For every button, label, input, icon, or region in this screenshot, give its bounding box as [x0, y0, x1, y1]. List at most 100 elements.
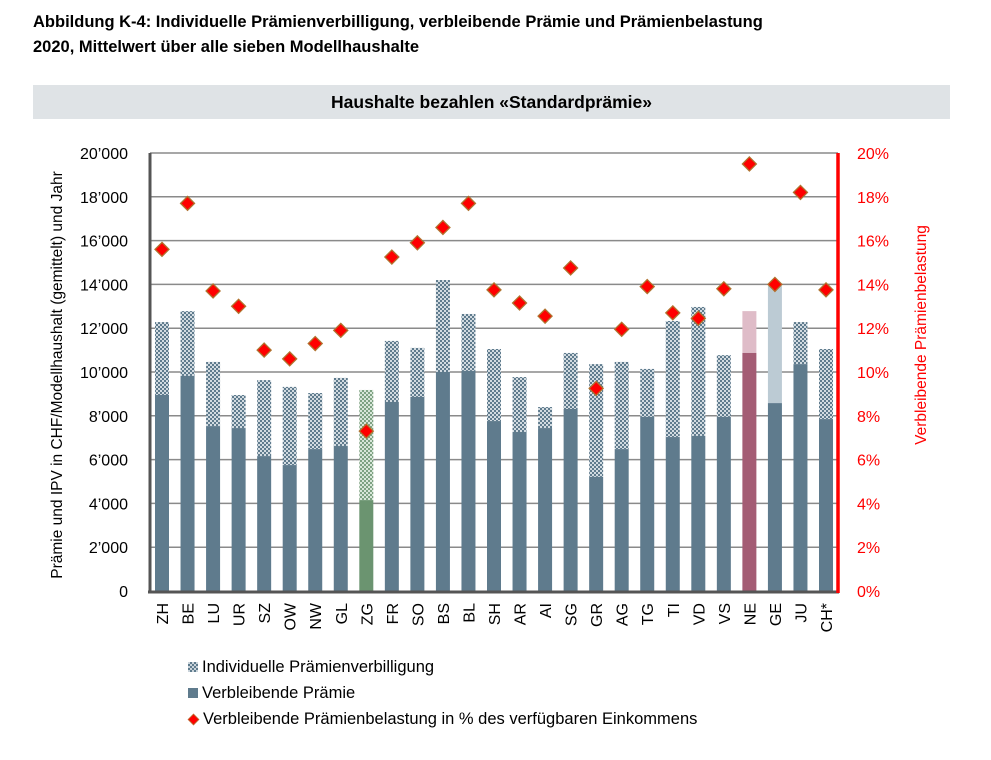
- category-label: NW: [308, 602, 325, 630]
- bars: [155, 280, 833, 591]
- bar-remaining-be: [180, 375, 195, 591]
- diamond-markers: [154, 156, 834, 440]
- bar-remaining-sh: [487, 421, 501, 591]
- diamond-marker-vd: [690, 310, 707, 327]
- left-tick-label: 8’000: [89, 409, 128, 426]
- left-tick-label: 4’000: [89, 496, 128, 513]
- category-label: TG: [640, 603, 657, 625]
- bar-ipv-ju: [793, 322, 808, 365]
- bar-ipv-so: [410, 347, 425, 397]
- category-labels: ZH BE LU UR SZ OW NW GL ZG FR SO BS BL SH AR AI SG GR AG TG…: [155, 602, 836, 632]
- legend: Individuelle Prämienverbilligung Verblei…: [187, 654, 697, 732]
- diamond-marker-zg: [358, 423, 375, 440]
- category-label: NE: [742, 603, 759, 625]
- bar-ipv-zg: [359, 389, 374, 501]
- diamond-marker-sz: [256, 342, 273, 359]
- category-label: CH*: [819, 603, 836, 632]
- left-tick-label: 10’000: [80, 365, 128, 382]
- bar-remaining-ur: [231, 428, 246, 591]
- bar-ipv-bs: [435, 280, 450, 372]
- category-label: VD: [691, 603, 708, 625]
- red-diamond-icon: [187, 713, 200, 725]
- left-tick-labels: 0 2’000 4’000 6’000 8’000 10’000 12’000 14’000 1…: [80, 146, 128, 601]
- figure-title-line-2: 2020, Mittelwert über alle sieben Modell…: [33, 38, 420, 56]
- right-tick-label: 8%: [857, 409, 880, 426]
- bar-ipv-sg: [563, 352, 578, 410]
- bar-remaining-tg: [640, 416, 655, 591]
- bar-remaining-ag: [614, 449, 629, 591]
- bar-remaining-ne: [742, 352, 757, 591]
- hatched-square-icon: [188, 662, 198, 672]
- diamond-marker-tg: [639, 278, 656, 295]
- diamond-marker-ur: [230, 298, 247, 315]
- category-label: UR: [232, 603, 249, 626]
- bar-ipv-tg: [640, 368, 655, 417]
- category-label: GE: [768, 603, 785, 626]
- left-tick-label: 2’000: [89, 540, 128, 557]
- left-tick-label: 14’000: [80, 277, 128, 294]
- bar-ipv-ow: [282, 386, 297, 466]
- bar-ipv-vd: [691, 306, 706, 436]
- legend-label: Verbleibende Prämie: [202, 684, 356, 702]
- diamond-marker-zh: [154, 241, 170, 258]
- bar-ipv-vs: [716, 355, 731, 417]
- category-label: LU: [206, 603, 223, 623]
- axes: [148, 153, 840, 594]
- bar-remaining-bl: [461, 370, 476, 591]
- category-label: GR: [589, 603, 606, 627]
- bar-ipv-sz: [257, 380, 272, 457]
- bar-remaining-nw: [308, 449, 323, 591]
- diamond-marker-ow: [281, 350, 298, 367]
- category-label: SH: [487, 603, 504, 625]
- bar-ipv-ne: [742, 311, 757, 353]
- left-tick-label: 0: [119, 584, 128, 601]
- bar-remaining-ju: [793, 364, 808, 591]
- bar-ipv-ai: [538, 407, 553, 429]
- category-label: GL: [334, 603, 351, 624]
- right-tick-label: 18%: [857, 190, 889, 207]
- category-label: AI: [538, 603, 555, 618]
- bar-ipv-fr: [384, 340, 399, 403]
- bar-ipv-ch-star: [819, 349, 833, 420]
- left-tick-label: 6’000: [89, 453, 128, 470]
- diamond-marker-ge: [767, 276, 783, 293]
- category-label: VS: [717, 603, 734, 624]
- left-tick-label: 18’000: [80, 190, 128, 207]
- diamond-marker-gl: [332, 322, 349, 339]
- diamond-marker-ai: [537, 308, 553, 325]
- diamond-marker-gr: [588, 380, 605, 397]
- right-tick-label: 16%: [857, 234, 889, 251]
- diamond-marker-lu: [205, 283, 221, 299]
- right-tick-label: 6%: [857, 453, 880, 470]
- right-axis-title: Verbleibende Prämienbelastung: [913, 225, 930, 445]
- right-tick-label: 20%: [857, 146, 889, 163]
- left-axis-title: Prämie und IPV in CHF/Modellhaushalt (ge…: [49, 171, 66, 579]
- bar-ipv-gl: [333, 377, 348, 447]
- diamond-marker-vs: [715, 280, 732, 297]
- right-tick-labels: 0% 2% 4% 6% 8% 10% 12% 14% 16% 18% 20%: [857, 146, 889, 601]
- bar-remaining-gl: [333, 446, 348, 591]
- right-tick-label: 14%: [857, 277, 889, 294]
- bar-ipv-ge: [767, 285, 782, 404]
- bar-remaining-fr: [384, 402, 399, 591]
- bar-remaining-ar: [512, 432, 527, 591]
- bar-remaining-vd: [691, 435, 706, 591]
- bar-remaining-ge: [767, 403, 782, 591]
- category-label: SZ: [257, 603, 274, 624]
- category-label: ZH: [155, 603, 172, 624]
- figure-title: Abbildung K-4: Individuelle Prämienverbi…: [33, 10, 763, 60]
- left-tick-label: 12’000: [80, 321, 128, 338]
- diamond-marker-ag: [613, 321, 630, 338]
- bar-ipv-ti: [665, 320, 680, 438]
- diamond-marker-so: [409, 234, 426, 251]
- bar-remaining-ow: [282, 465, 297, 591]
- legend-item-ipv: Individuelle Prämienverbilligung: [188, 654, 697, 680]
- figure-title-line-1: Abbildung K-4: Individuelle Prämienverbi…: [33, 13, 763, 31]
- legend-item-burden: Verbleibende Prämienbelastung in % des v…: [187, 706, 697, 732]
- left-tick-label: 16’000: [80, 234, 128, 251]
- legend-item-remaining-premium: Verbleibende Prämie: [188, 680, 697, 706]
- chart-banner-title: Haushalte bezahlen «Standardprämie»: [33, 85, 950, 119]
- diamond-marker-ju: [792, 184, 809, 201]
- bar-remaining-vs: [716, 416, 731, 591]
- diamond-marker-ch-star: [818, 281, 834, 298]
